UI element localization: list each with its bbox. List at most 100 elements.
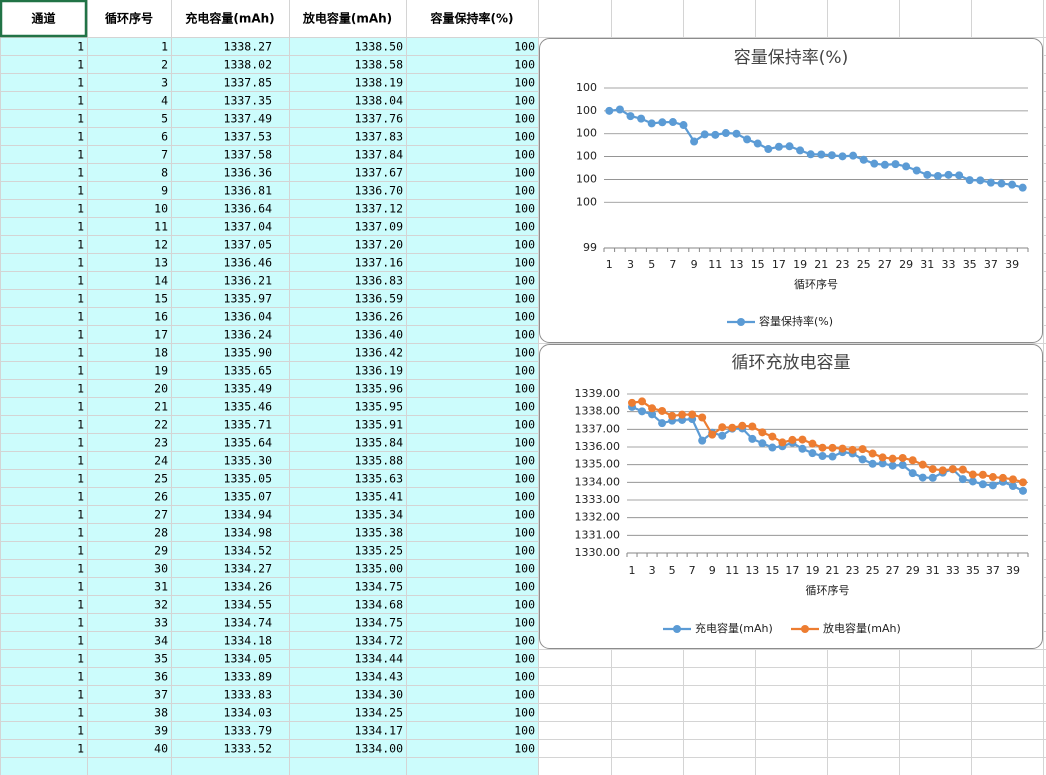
cell: 15 xyxy=(154,292,168,306)
cell: 1 xyxy=(77,562,84,576)
cell: 27 xyxy=(154,508,168,522)
point xyxy=(986,178,995,187)
cell: 1337.12 xyxy=(355,202,403,216)
point xyxy=(753,139,762,148)
cell: 30 xyxy=(154,562,168,576)
point xyxy=(668,118,677,127)
cell: 1334.75 xyxy=(355,580,403,594)
cell: 1 xyxy=(77,490,84,504)
cell: 7 xyxy=(161,148,168,162)
cell: 1 xyxy=(161,40,168,54)
series-line xyxy=(631,400,1024,484)
cell: 1 xyxy=(77,418,84,432)
x-tick-label: 39 xyxy=(1005,258,1019,271)
x-tick-label: 7 xyxy=(689,564,696,577)
cell: 100 xyxy=(514,58,535,72)
point xyxy=(1018,486,1027,495)
cell: 1335.63 xyxy=(355,472,404,486)
cell: 34 xyxy=(154,634,168,648)
point xyxy=(923,170,932,179)
x-tick-label: 35 xyxy=(963,258,977,271)
cell: 29 xyxy=(154,544,168,558)
x-tick-label: 15 xyxy=(765,564,779,577)
cell: 31 xyxy=(154,580,168,594)
y-tick-label: 1335.00 xyxy=(575,458,621,471)
point xyxy=(748,434,757,443)
cell: 1 xyxy=(77,670,84,684)
cell: 1 xyxy=(77,130,84,144)
legend-label: 放电容量(mAh) xyxy=(823,621,901,635)
cell: 100 xyxy=(514,526,535,540)
cell: 100 xyxy=(514,166,535,180)
cell: 1334.75 xyxy=(355,616,403,630)
cell: 1337.35 xyxy=(224,94,272,108)
point xyxy=(870,159,879,168)
point xyxy=(858,455,867,464)
cell: 19 xyxy=(154,364,168,378)
cell: 1334.98 xyxy=(224,526,273,540)
cell: 1335.97 xyxy=(224,292,273,306)
point xyxy=(908,469,917,478)
point xyxy=(965,176,974,185)
cell: 1 xyxy=(77,238,84,252)
cell: 1336.24 xyxy=(224,328,273,342)
cell: 1 xyxy=(77,310,84,324)
cell: 1338.27 xyxy=(224,40,273,54)
cell: 100 xyxy=(514,634,535,648)
point xyxy=(785,142,794,151)
x-tick-label: 17 xyxy=(772,258,786,271)
cell: 1334.25 xyxy=(355,706,403,720)
point xyxy=(798,435,807,444)
cell: 1338.02 xyxy=(224,58,272,72)
cell: 1 xyxy=(77,202,84,216)
legend-label: 容量保持率(%) xyxy=(759,314,833,328)
cell: 35 xyxy=(154,652,168,666)
point xyxy=(768,443,777,452)
point xyxy=(888,454,897,463)
cell: 1 xyxy=(77,400,84,414)
point xyxy=(933,172,942,180)
x-tick-label: 17 xyxy=(785,564,799,577)
cell: 1338.58 xyxy=(355,58,404,72)
cell: 1 xyxy=(77,94,84,108)
point xyxy=(988,473,997,482)
cell: 1 xyxy=(77,742,84,756)
cell: 1 xyxy=(77,166,84,180)
point xyxy=(658,406,667,415)
x-tick-label: 31 xyxy=(920,258,934,271)
x-tick-label: 37 xyxy=(986,564,1000,577)
cell: 100 xyxy=(514,616,535,630)
cell: 100 xyxy=(514,472,535,486)
series-line xyxy=(609,108,1023,189)
point xyxy=(828,443,837,452)
x-tick-label: 9 xyxy=(691,258,698,271)
cell: 1334.94 xyxy=(224,508,273,522)
cell: 1336.26 xyxy=(355,310,404,324)
legend-marker xyxy=(737,318,745,326)
x-tick-label: 23 xyxy=(836,258,850,271)
cell: 1 xyxy=(77,382,84,396)
point xyxy=(768,432,777,441)
point xyxy=(838,152,847,161)
cell: 100 xyxy=(514,400,535,414)
point xyxy=(948,465,957,474)
point xyxy=(818,443,827,452)
cell: 1 xyxy=(77,274,84,288)
x-tick-label: 35 xyxy=(966,564,980,577)
point xyxy=(796,146,805,155)
selected-cell[interactable] xyxy=(0,0,88,38)
point xyxy=(679,121,688,130)
cell: 100 xyxy=(514,418,535,432)
point xyxy=(858,445,867,454)
point xyxy=(817,150,826,159)
point xyxy=(808,449,817,458)
point xyxy=(638,407,647,416)
cell: 1334.26 xyxy=(224,580,273,594)
point xyxy=(774,142,783,151)
point xyxy=(658,118,667,127)
cell: 38 xyxy=(154,706,168,720)
cell: 1 xyxy=(77,580,84,594)
y-tick-label: 100 xyxy=(576,127,597,140)
point xyxy=(976,176,985,185)
point xyxy=(878,459,887,468)
